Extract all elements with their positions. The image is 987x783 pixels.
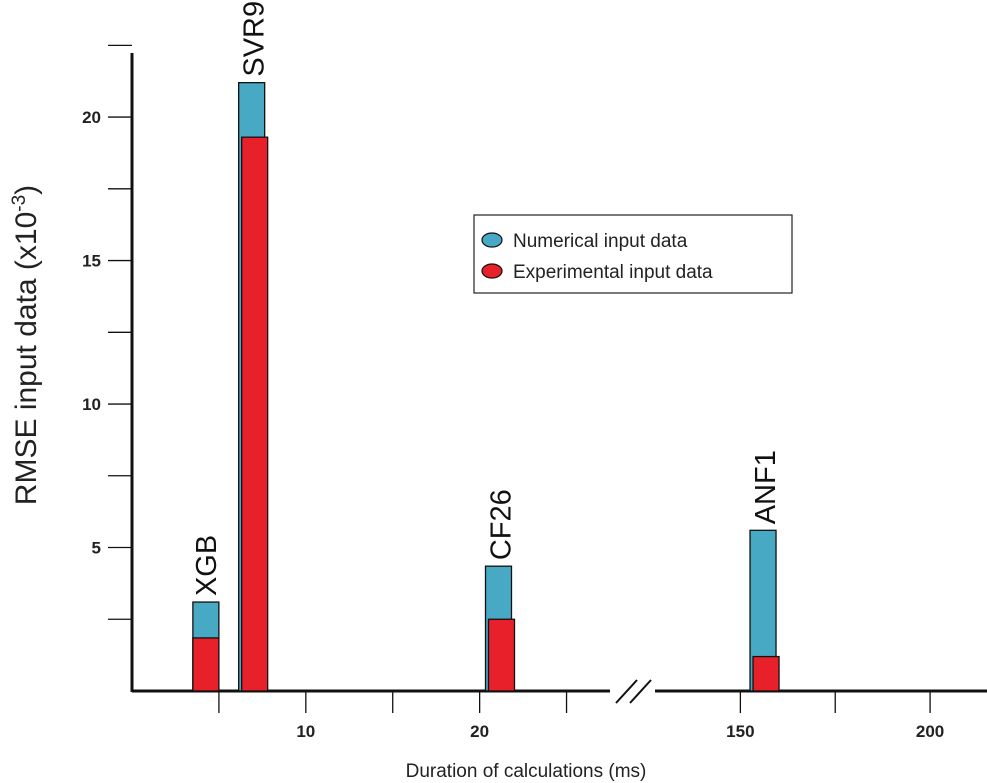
bars: XGB SVR9 CF26 ANF1 <box>191 1 782 692</box>
bar-group: ANF1 <box>749 450 782 692</box>
y-axis-title-close: ) <box>10 185 43 195</box>
bar-label: CF26 <box>485 489 517 560</box>
y-tick-label: 20 <box>82 108 101 127</box>
x-axis-title: Duration of calculations (ms) <box>406 761 647 782</box>
legend-box <box>473 214 793 294</box>
bar-group: SVR9 <box>238 1 271 692</box>
svg-text:RMSE input data (x10-3): RMSE input data (x10-3) <box>9 185 43 505</box>
bar-group: CF26 <box>484 489 517 692</box>
bar-label: ANF1 <box>750 450 782 524</box>
legend-marker <box>481 263 503 279</box>
y-tick-label: 10 <box>82 395 101 414</box>
x-tick-label: 200 <box>916 722 944 741</box>
legend-label: Experimental input data <box>513 262 713 283</box>
axes: 5 10 15 20 10 20 150 200 <box>82 44 987 741</box>
bar-experimental <box>752 655 780 692</box>
x-tick-label: 150 <box>726 722 754 741</box>
legend-label: Numerical input data <box>513 231 688 252</box>
bar-label: SVR9 <box>239 1 271 77</box>
bar-label: XGB <box>191 535 223 596</box>
x-tick-label: 20 <box>470 722 489 741</box>
x-tick-label: 10 <box>296 722 315 741</box>
legend: Numerical input data Experimental input d… <box>473 214 793 294</box>
bar-group: XGB <box>191 535 223 692</box>
y-tick-label: 15 <box>82 252 101 271</box>
y-axis-title-sup: -3 <box>9 195 30 212</box>
y-axis-title-main: RMSE input data (x10 <box>10 212 43 505</box>
bar-experimental <box>487 618 516 692</box>
axis-break-mark <box>629 679 652 704</box>
bar-experimental <box>192 637 220 692</box>
bar-experimental <box>241 136 269 692</box>
y-tick-label: 5 <box>92 539 101 558</box>
legend-marker <box>481 232 503 248</box>
axis-break-mark <box>615 679 638 704</box>
y-axis-title: RMSE input data (x10-3) <box>9 185 43 505</box>
